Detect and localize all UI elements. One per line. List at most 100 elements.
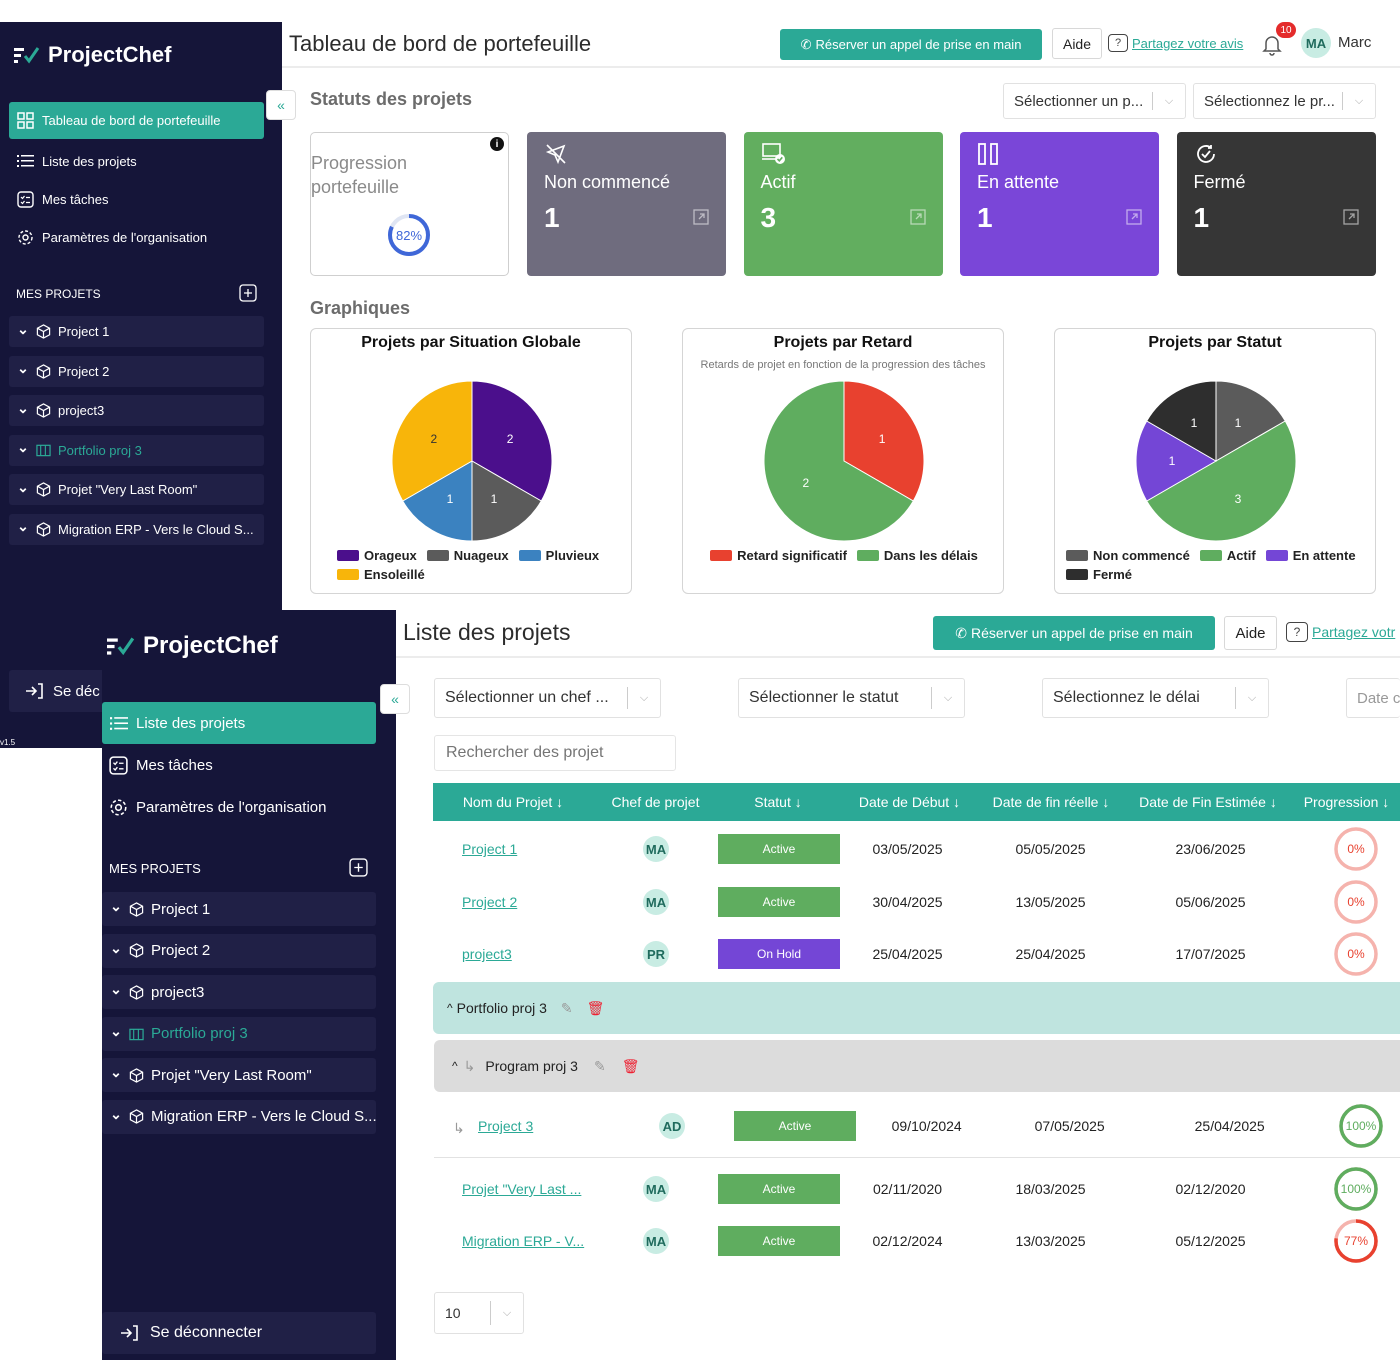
manager-avatar[interactable]: AD [659,1113,685,1139]
page-size-select[interactable]: 10 ⌵ [434,1292,524,1334]
legend-item[interactable]: Nuageux [426,548,509,563]
open-external-icon[interactable] [909,209,926,230]
column-header-4[interactable]: Date de fin réelle ↓ [992,794,1110,810]
status-card-2[interactable]: En attente 1 [960,132,1159,276]
user-name[interactable]: Marc [1338,34,1372,51]
status-card-1[interactable]: Actif 3 [743,132,943,276]
sidebar-project-1[interactable]: ⌄ Project 2 [9,355,264,387]
pie-slice-1[interactable] [763,380,914,542]
manager-avatar[interactable]: MA [643,1176,669,1202]
status-filter-select[interactable]: Sélectionner le statut ⌵ [738,678,965,718]
portfolio-group-row[interactable]: ^ Portfolio proj 3 ✎ 🗑 [433,982,1400,1034]
project-name-link[interactable]: Migration ERP - V... [462,1231,584,1251]
status-card-0[interactable]: Non commencé 1 [527,132,726,276]
trash-icon[interactable]: 🗑 [586,999,605,1016]
program-group-row[interactable]: ^ ↳ Program proj 3 ✎ 🗑 [434,1040,1400,1092]
pie-slice-3[interactable] [1146,380,1217,462]
sidebar-item-projects-list[interactable]: Liste des projets [17,151,137,171]
edit-icon[interactable]: ✎ [560,999,573,1016]
sidebar-item-my-tasks[interactable]: Mes tâches [17,189,108,209]
chevron-down-icon[interactable]: ⌄ [17,478,29,495]
column-header-6[interactable]: Progression ↓ [1303,794,1390,810]
sidebar-item-org-settings[interactable]: Paramètres de l'organisation [109,796,326,818]
chevron-down-icon[interactable]: ⌄ [110,939,122,956]
legend-item[interactable]: Pluvieux [518,548,599,563]
feedback-link[interactable]: ? Partagez votr [1286,622,1395,642]
project-name-link[interactable]: Project 1 [462,839,517,859]
manager-filter-select[interactable]: Sélectionner un chef ... ⌵ [434,678,661,718]
collapse-sidebar-button[interactable]: « [380,684,410,714]
pie-slice-0[interactable] [1215,380,1286,462]
status-card-3[interactable]: Fermé 1 [1176,132,1376,276]
help-button[interactable]: Aide [1052,28,1102,59]
manager-avatar[interactable]: PR [643,941,669,967]
sidebar-item-org-settings[interactable]: Paramètres de l'organisation [17,227,207,247]
chevron-down-icon[interactable]: ⌄ [17,439,29,455]
sidebar-project-3[interactable]: ⌄ Portfolio proj 3 [9,434,264,466]
book-call-button[interactable]: ✆ Réserver un appel de prise en main [933,616,1215,650]
chevron-down-icon[interactable]: ⌄ [110,981,122,997]
legend-item[interactable]: Retard significatif [710,548,847,563]
date-filter-select[interactable]: Date c [1346,678,1400,718]
chevron-down-icon[interactable]: ⌄ [110,1022,122,1039]
column-header-2[interactable]: Statut ↓ [754,794,802,810]
project-filter-select[interactable]: Sélectionnez le pr... ⌵ [1193,83,1376,119]
chevron-down-icon[interactable]: ⌄ [110,1064,122,1080]
chevron-down-icon[interactable]: ⌄ [17,399,29,416]
sidebar-project-1[interactable]: ⌄ Project 2 [102,933,376,968]
add-project-icon[interactable] [349,858,368,882]
collapse-sidebar-button[interactable]: « [266,90,296,120]
sidebar-project-5[interactable]: ⌄ Migration ERP - Vers le Cloud S... [9,513,264,545]
pie-slice-3[interactable] [391,380,473,502]
legend-item[interactable]: Ensoleillé [337,567,425,582]
manager-avatar[interactable]: MA [643,1228,669,1254]
column-header-0[interactable]: Nom du Projet ↓ [462,794,564,810]
manager-avatar[interactable]: MA [643,889,669,915]
help-button[interactable]: Aide [1224,616,1277,650]
manager-avatar[interactable]: MA [643,836,669,862]
feedback-link[interactable]: ? Partagez votre avis [1108,34,1243,52]
trash-icon[interactable]: 🗑 [621,1057,640,1074]
book-call-button[interactable]: ✆ Réserver un appel de prise en main [780,29,1042,60]
pie-slice-0[interactable] [471,380,553,502]
pie-slice-1[interactable] [1146,420,1297,542]
project-name-link[interactable]: Project 3 [478,1116,533,1136]
info-icon[interactable]: i [490,137,504,151]
legend-item[interactable]: Non commencé [1066,548,1190,563]
sidebar-project-5[interactable]: ⌄ Migration ERP - Vers le Cloud S... [102,1099,376,1134]
legend-item[interactable]: Dans les délais [856,548,978,563]
chevron-down-icon[interactable]: ⌄ [110,1105,122,1122]
pie-slice-2[interactable] [402,460,473,542]
pie-slice-1[interactable] [471,460,542,542]
open-external-icon[interactable] [693,209,709,230]
sidebar-item-projects-list[interactable]: Liste des projets [102,702,376,744]
chevron-up-icon[interactable]: ^ [447,1001,453,1015]
column-header-3[interactable]: Date de Début ↓ [858,794,961,810]
notification-bell-icon[interactable] [1262,34,1282,61]
sidebar-project-4[interactable]: ⌄ Projet "Very Last Room" [9,474,264,505]
chevron-down-icon[interactable]: ⌄ [110,898,122,914]
column-header-1[interactable]: Chef de projet [611,794,700,810]
sidebar-item-dashboard[interactable]: Tableau de bord de portefeuille [9,102,264,139]
sidebar-project-3[interactable]: ⌄ Portfolio proj 3 [102,1016,376,1051]
project-name-link[interactable]: Projet "Very Last ... [462,1179,581,1199]
sidebar-project-4[interactable]: ⌄ Projet "Very Last Room" [102,1058,376,1092]
column-header-5[interactable]: Date de Fin Estimée ↓ [1139,794,1277,810]
open-external-icon[interactable] [1342,209,1359,230]
sidebar-item-my-tasks[interactable]: Mes tâches [109,754,213,776]
legend-item[interactable]: Orageux [337,548,417,563]
chevron-down-icon[interactable]: ⌄ [17,360,29,376]
user-avatar[interactable]: MA [1301,28,1331,58]
legend-item[interactable]: Fermé [1066,567,1132,582]
sidebar-project-2[interactable]: ⌄ project3 [9,395,264,426]
logout-button[interactable]: Se déconnecter [102,1312,376,1354]
edit-icon[interactable]: ✎ [593,1057,606,1074]
pie-slice-0[interactable] [843,380,925,502]
legend-item[interactable]: Actif [1199,548,1256,563]
deadline-filter-select[interactable]: Sélectionnez le délai ⌵ [1042,678,1269,718]
sidebar-project-2[interactable]: ⌄ project3 [102,975,376,1009]
logout-button[interactable]: Se déc [9,670,109,712]
legend-item[interactable]: En attente [1265,548,1356,563]
project-search-input[interactable] [434,735,676,771]
project-name-link[interactable]: Project 2 [462,892,517,912]
